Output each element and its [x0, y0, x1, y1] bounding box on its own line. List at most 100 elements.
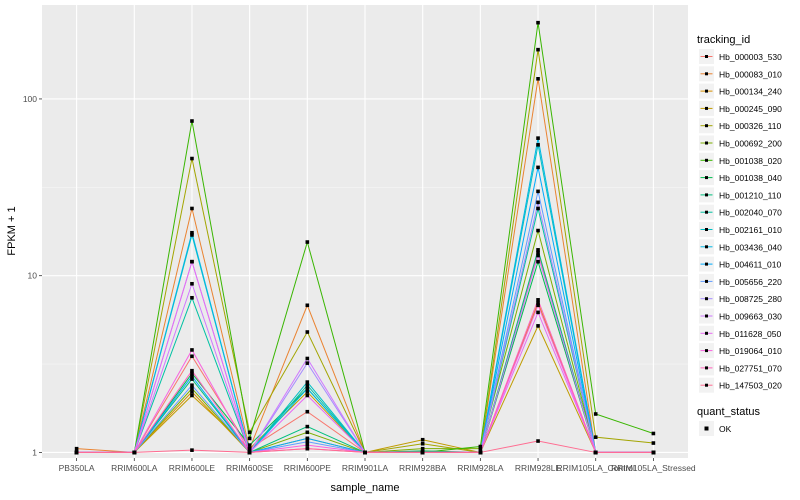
legend-key-point — [705, 331, 708, 335]
data-point — [247, 436, 252, 441]
legend-key-point — [705, 297, 708, 301]
y-axis: 1 10 100 — [23, 94, 42, 457]
legend-label: Hb_000326_110 — [719, 121, 782, 131]
data-point — [536, 259, 540, 264]
x-tick-label: RRIM600LE — [169, 463, 216, 473]
data-point — [536, 310, 540, 315]
legend-label: Hb_000083_010 — [719, 69, 782, 79]
data-point — [305, 393, 310, 398]
data-point — [190, 119, 194, 123]
data-point — [536, 324, 540, 328]
data-point — [305, 240, 310, 244]
data-point — [651, 431, 656, 436]
data-point — [190, 348, 194, 352]
data-point — [536, 206, 540, 211]
legend-label: Hb_000692_200 — [719, 139, 782, 149]
data-point — [593, 435, 598, 439]
data-point — [651, 441, 656, 445]
data-point — [190, 377, 194, 381]
data-point — [305, 386, 310, 391]
legend-key-point — [705, 89, 708, 93]
legend-key-point — [705, 158, 708, 162]
x-tick-label: RRIM600PE — [284, 463, 332, 473]
x-tick-label: RRIM928LA — [457, 463, 504, 473]
y-tick-label: 100 — [23, 94, 37, 104]
data-point — [190, 354, 194, 359]
data-point — [593, 412, 598, 416]
data-point — [305, 424, 310, 429]
data-point — [190, 206, 194, 211]
data-point — [478, 446, 483, 451]
legend-label: Hb_147503_020 — [719, 381, 782, 391]
data-point — [305, 380, 310, 384]
data-point — [305, 443, 310, 447]
data-point — [536, 143, 540, 147]
y-axis-title: FPKM + 1 — [6, 206, 18, 255]
legend-key-point — [705, 245, 708, 249]
data-point — [305, 436, 310, 441]
data-point — [536, 20, 540, 25]
legend-key-point — [705, 141, 708, 145]
data-point — [536, 253, 540, 258]
legend-label: Hb_000245_090 — [719, 104, 782, 114]
legend-label: Hb_008725_280 — [719, 294, 782, 304]
legend-key-point — [705, 124, 708, 128]
data-point — [247, 430, 252, 435]
legend-key-point — [705, 349, 708, 353]
legend: tracking_id Hb_000003_530 Hb_000083_010 Hb… — [697, 34, 782, 436]
data-point — [536, 301, 540, 305]
data-point — [305, 390, 310, 394]
data-point — [536, 228, 540, 233]
data-point — [536, 136, 540, 140]
data-point — [247, 443, 252, 447]
points — [74, 20, 656, 455]
legend-label: Hb_000003_530 — [719, 52, 782, 62]
data-point — [190, 281, 194, 286]
data-point — [190, 390, 194, 394]
data-point — [190, 371, 194, 376]
data-point — [651, 450, 656, 455]
data-point — [536, 189, 540, 194]
data-point — [247, 446, 252, 451]
legend-key-point — [705, 176, 708, 180]
data-point — [420, 446, 425, 451]
data-point — [305, 446, 310, 451]
legend-key-point — [705, 366, 708, 370]
data-point — [190, 230, 194, 235]
data-point — [420, 450, 425, 455]
legend-label: Hb_002040_070 — [719, 208, 782, 218]
legend-label: Hb_009663_030 — [719, 312, 782, 322]
legend-key-point — [705, 262, 708, 266]
legend-key-point — [705, 106, 708, 110]
data-point — [536, 439, 540, 443]
legend-key-point — [705, 210, 708, 214]
data-point — [190, 386, 194, 391]
data-point — [305, 430, 310, 435]
data-point — [190, 393, 194, 398]
x-tick-label: RRIM928LE — [515, 463, 562, 473]
data-point — [305, 356, 310, 361]
data-point — [190, 383, 194, 388]
x-axis-title: sample_name — [330, 482, 399, 494]
data-point — [536, 47, 540, 52]
x-tick-label: RRIM105LA_Stressed — [611, 463, 696, 473]
legend-label: Hb_011628_050 — [719, 329, 782, 339]
data-point — [536, 298, 540, 302]
data-point — [305, 383, 310, 388]
legend-label: Hb_019064_010 — [719, 346, 782, 356]
legend-label: Hb_001038_040 — [719, 173, 782, 183]
data-point — [536, 303, 540, 308]
data-point — [190, 156, 194, 161]
status-legend-label: OK — [719, 424, 732, 434]
legend-label: Hb_005656_220 — [719, 277, 782, 287]
data-point — [132, 450, 137, 455]
legend-label: Hb_001038_020 — [719, 156, 782, 166]
data-point — [190, 295, 194, 300]
data-point — [536, 200, 540, 205]
data-point — [536, 250, 540, 255]
data-point — [420, 437, 425, 442]
data-point — [536, 165, 540, 170]
data-point — [305, 361, 310, 365]
data-point — [190, 259, 194, 264]
